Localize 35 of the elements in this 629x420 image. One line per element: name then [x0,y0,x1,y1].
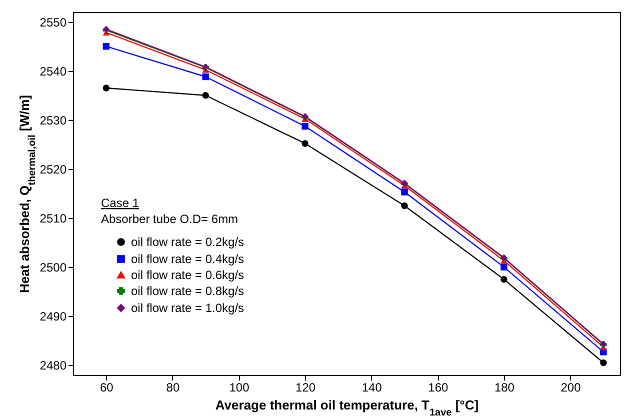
x-tick-label: 80 [166,380,180,394]
y-tick-label: 2550 [40,15,67,30]
legend-label: oil flow rate = 0.6kg/s [131,268,244,282]
point [401,188,408,196]
x-tick-label: 180 [494,380,515,394]
legend-label: oil flow rate = 1.0kg/s [131,301,244,315]
point [302,122,308,130]
point [102,42,110,50]
x-tick-label: 140 [362,380,382,394]
y-tick-label: 2540 [40,64,67,78]
y-tick-label: 2490 [40,310,67,324]
point [401,202,408,210]
point [102,84,110,92]
x-axis-title: Average thermal oil temperature, T$_{1ave}$ [°C] [215,398,479,418]
point [500,264,508,270]
point [500,276,508,283]
x-tick-label: 120 [296,380,316,394]
x-tick-label: 100 [229,380,250,394]
legend-title: Case 1 [101,196,140,210]
legend-label: oil flow rate = 0.8kg/s [131,284,244,298]
legend-label: oil flow rate = 0.4kg/s [131,252,244,266]
y-tick-label: 2500 [40,260,67,275]
y-tick-label: 2530 [40,113,67,128]
legend-label: oil flow rate = 0.2kg/s [131,235,244,249]
y-tick-label: 2520 [40,162,67,176]
point [302,140,308,147]
y-tick-label: 2510 [40,212,67,226]
x-tick-label: 60 [100,380,114,394]
annotation: Absorber tube O.D= 6mm [101,212,238,226]
y-tick-label: 2480 [40,358,67,373]
x-tick-label: 160 [428,380,448,394]
x-tick-label: 200 [560,380,582,394]
point [202,92,209,99]
point [202,73,209,80]
point [600,359,607,366]
